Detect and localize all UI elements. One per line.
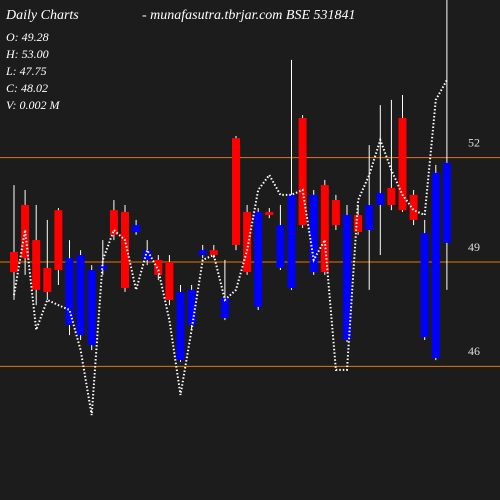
candle-body xyxy=(232,138,240,245)
candle-body xyxy=(387,187,396,205)
candle-body xyxy=(409,194,418,220)
chart-title: Daily Charts xyxy=(5,8,79,23)
candle-body xyxy=(376,193,385,205)
info-close: C: 48.02 xyxy=(6,81,48,95)
candle-body xyxy=(187,289,196,325)
candle-body xyxy=(298,117,307,226)
info-high: H: 53.00 xyxy=(5,47,49,61)
candle-body xyxy=(398,117,407,211)
y-tick-label: 46 xyxy=(468,344,480,358)
candle-body xyxy=(54,210,63,271)
candle-body xyxy=(309,194,318,273)
candle-body xyxy=(10,251,18,273)
candle-body xyxy=(87,270,96,346)
plot-area xyxy=(0,0,500,416)
candle-body xyxy=(442,162,451,243)
candle-body xyxy=(165,262,174,300)
candle-body xyxy=(276,225,285,268)
candle-body xyxy=(209,250,218,256)
y-tick-label: 52 xyxy=(468,135,480,149)
candle-body xyxy=(121,211,129,289)
candle-body xyxy=(143,250,152,260)
candle-body xyxy=(98,265,107,271)
candle-body xyxy=(265,211,274,216)
candle-body xyxy=(154,259,163,275)
candle-body xyxy=(176,291,185,361)
chart-subtitle: - munafasutra.tbrjar.com BSE 531841 xyxy=(142,8,356,23)
candle-body xyxy=(32,240,41,290)
candle-body xyxy=(220,297,229,319)
info-low: L: 47.75 xyxy=(5,64,47,78)
candle-body xyxy=(287,194,296,289)
candle-body xyxy=(431,172,440,359)
candle-body xyxy=(331,200,340,226)
info-volume: V: 0.002 M xyxy=(6,98,61,112)
overlay-line xyxy=(13,79,448,416)
candle-body xyxy=(132,225,141,233)
candle-body xyxy=(420,233,429,338)
candle-body xyxy=(254,211,263,307)
info-open: O: 49.28 xyxy=(6,30,49,44)
candle-body xyxy=(320,185,329,273)
candle-body xyxy=(354,215,363,233)
y-tick-label: 49 xyxy=(468,240,480,254)
candle-body xyxy=(343,215,351,340)
candle-body xyxy=(65,258,74,325)
candle-body xyxy=(109,210,118,235)
candle-body xyxy=(43,267,52,292)
candle-body xyxy=(365,204,374,230)
candle-body xyxy=(243,211,252,273)
candle-body xyxy=(76,255,85,336)
candle-body xyxy=(198,250,207,256)
